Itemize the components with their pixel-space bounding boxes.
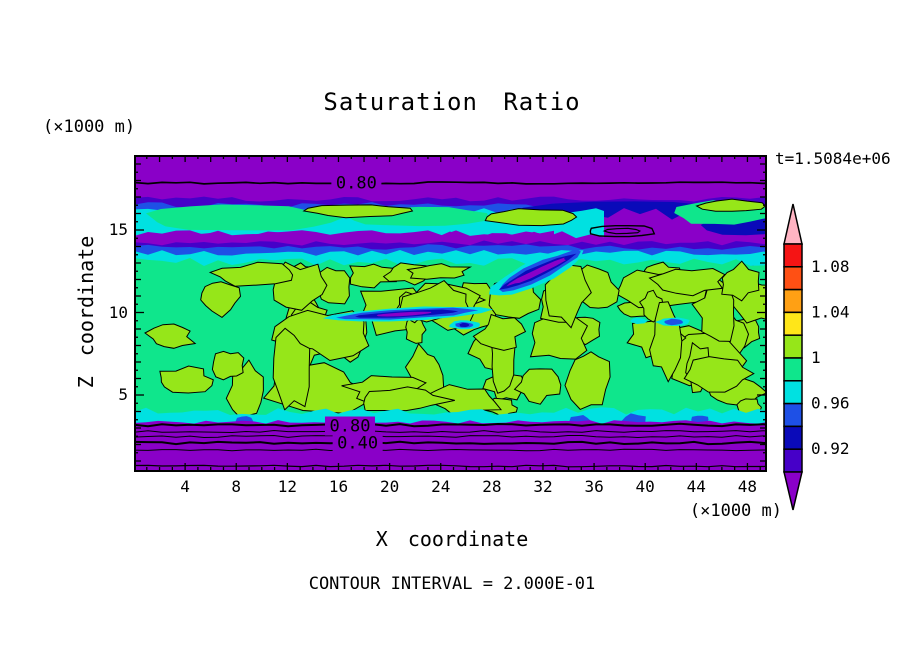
x-tick-label: 32 — [533, 477, 553, 496]
colorbar-cell — [783, 266, 803, 291]
contour-plot: 0.800.800.40 — [134, 155, 767, 472]
x-tick-label: 36 — [584, 477, 604, 496]
colorbar-cell — [783, 425, 803, 450]
colorbar-cell — [783, 311, 803, 336]
colorbar-tick-label: 1.04 — [811, 302, 850, 321]
colorbar-cell — [783, 448, 803, 473]
colorbar: 1.08 1.04 1 0.96 0.92 — [783, 203, 850, 511]
x-tick-label: 4 — [180, 477, 190, 496]
x-tick-label: 48 — [737, 477, 758, 496]
y-tick-label: 5 — [118, 385, 128, 404]
x-units-label: (×1000 m) — [689, 501, 782, 521]
colorbar-tick-label: 1 — [811, 348, 821, 367]
x-tick-label: 12 — [277, 477, 297, 496]
x-axis-label: X coordinate — [375, 527, 529, 551]
colorbar-cell — [783, 334, 803, 359]
colorbar-tick-label: 0.96 — [811, 394, 850, 413]
colorbar-cell — [783, 402, 803, 428]
x-tick-label: 8 — [231, 477, 242, 496]
time-label: t=1.5084e+06 — [775, 149, 891, 168]
x-tick-label: 44 — [686, 477, 706, 496]
x-tick-label: 16 — [328, 477, 349, 496]
y-units-label: (×1000 m) — [43, 117, 136, 137]
contour-interval-note: CONTOUR INTERVAL = 2.000E-01 — [308, 574, 596, 594]
y-tick-label: 15 — [108, 220, 128, 239]
colorbar-tick-label: 1.08 — [811, 257, 850, 276]
colorbar-tick-label: 0.92 — [811, 439, 850, 458]
page-title: Saturation Ratio — [323, 88, 581, 116]
colorbar-cell — [783, 243, 803, 268]
colorbar-cell — [783, 288, 803, 314]
contour-label: 0.80 — [336, 173, 377, 193]
colorbar-cell — [783, 357, 803, 382]
x-tick-label: 28 — [482, 477, 502, 496]
y-tick-label: 10 — [108, 302, 128, 322]
colorbar-under-arrow — [783, 471, 803, 511]
contour-label: 0.40 — [337, 434, 378, 454]
x-tick-label: 24 — [431, 477, 451, 496]
colorbar-cell — [783, 380, 803, 405]
x-tick-label: 20 — [379, 477, 400, 496]
x-tick-label: 40 — [635, 477, 655, 496]
contour-label: 0.80 — [330, 417, 371, 437]
colorbar-over-arrow — [783, 203, 803, 245]
